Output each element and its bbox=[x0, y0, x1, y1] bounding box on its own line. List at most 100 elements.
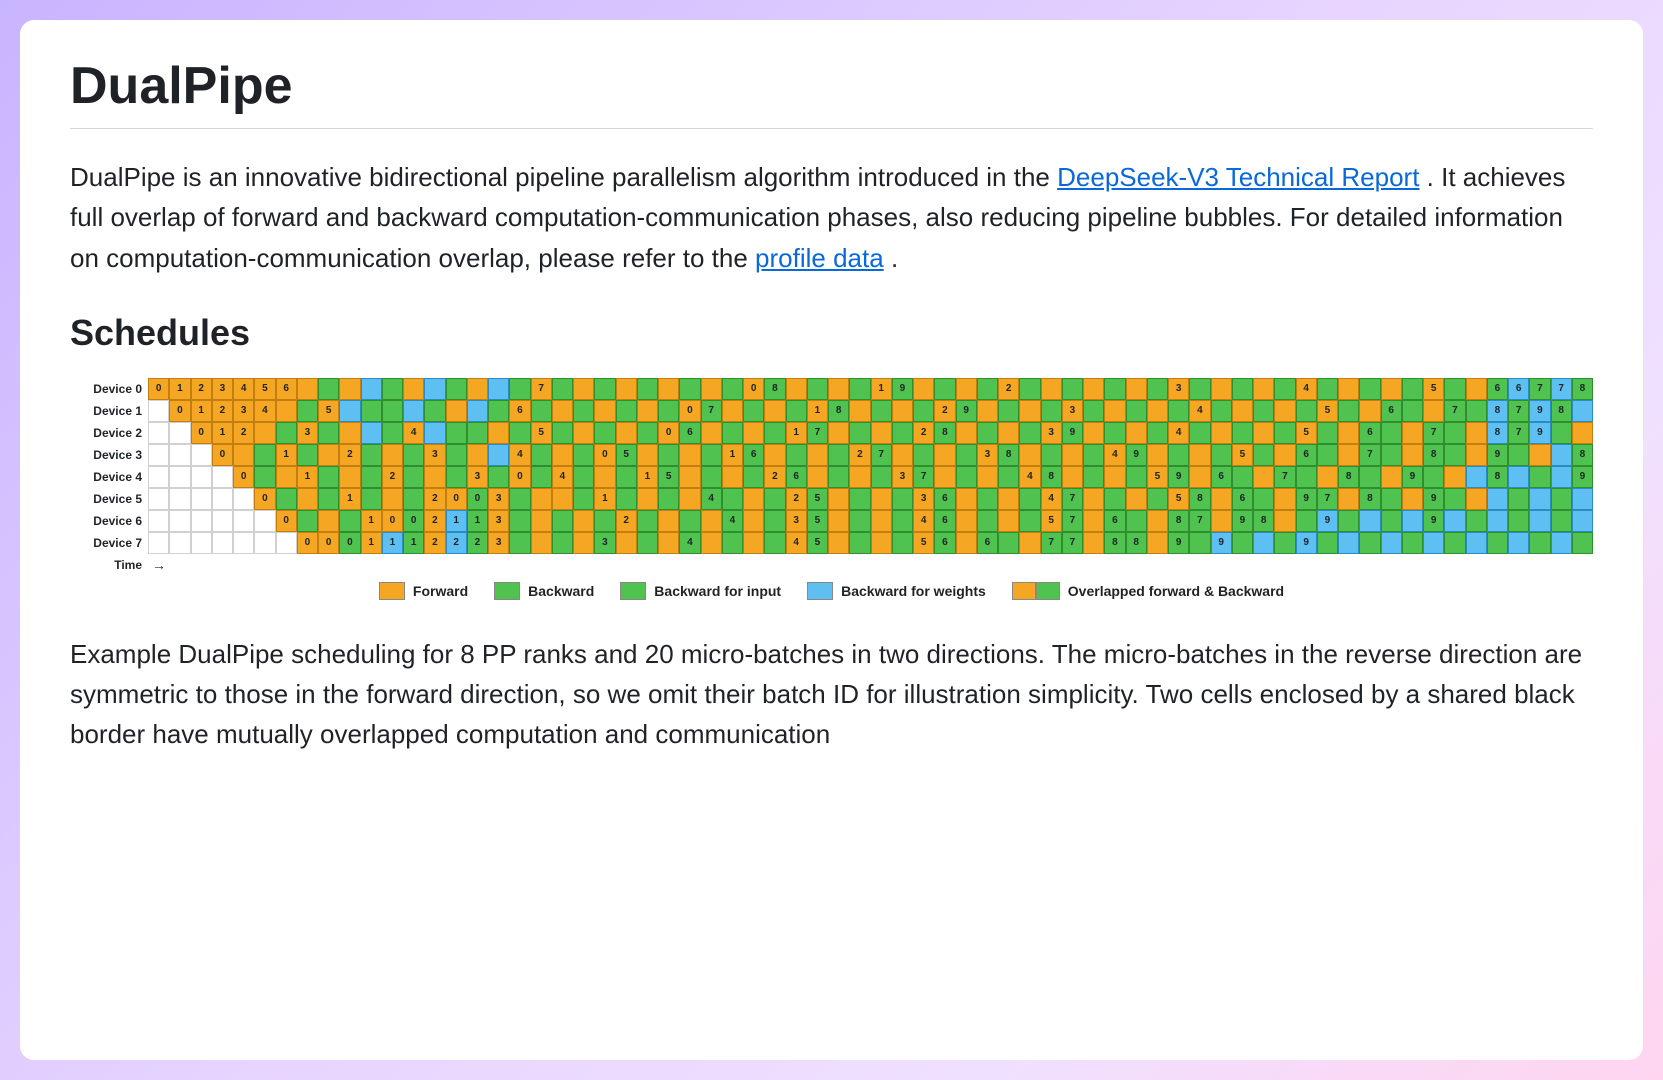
profile-data-link[interactable]: profile data bbox=[755, 243, 884, 273]
schedule-cell bbox=[446, 466, 467, 488]
device-cells: 012345061728394567879 bbox=[148, 422, 1593, 444]
schedule-cell bbox=[382, 400, 403, 422]
schedule-cell: 9 bbox=[956, 400, 977, 422]
schedule-cell: 7 bbox=[531, 378, 552, 400]
schedule-cell bbox=[467, 400, 488, 422]
schedule-cell bbox=[1104, 488, 1125, 510]
schedule-cell: 0 bbox=[467, 488, 488, 510]
schedule-cell: 9 bbox=[1126, 444, 1147, 466]
schedule-cell bbox=[934, 466, 955, 488]
schedule-cell bbox=[1019, 532, 1040, 554]
schedule-cell bbox=[1296, 510, 1317, 532]
schedule-cell: 9 bbox=[1062, 422, 1083, 444]
schedule-cell bbox=[254, 510, 275, 532]
schedule-cell bbox=[743, 488, 764, 510]
schedule-cell bbox=[913, 378, 934, 400]
schedule-cell bbox=[1253, 466, 1274, 488]
schedule-cell bbox=[828, 488, 849, 510]
schedule-cell bbox=[722, 466, 743, 488]
schedule-cell bbox=[1551, 422, 1572, 444]
schedule-cell: 9 bbox=[1423, 488, 1444, 510]
schedule-cell: 7 bbox=[701, 400, 722, 422]
schedule-cell bbox=[722, 532, 743, 554]
schedule-cell bbox=[552, 422, 573, 444]
schedule-cell: 6 bbox=[1487, 378, 1508, 400]
schedule-cell: 6 bbox=[1359, 422, 1380, 444]
schedule-cell bbox=[1232, 378, 1253, 400]
schedule-cell bbox=[1083, 532, 1104, 554]
schedule-cell bbox=[701, 378, 722, 400]
schedule-cell: 0 bbox=[382, 510, 403, 532]
legend-item: Backward for input bbox=[620, 582, 781, 600]
schedule-cell bbox=[594, 466, 615, 488]
schedule-cell bbox=[637, 444, 658, 466]
schedule-cell bbox=[276, 400, 297, 422]
schedule-cell bbox=[509, 532, 530, 554]
schedule-cell: 2 bbox=[424, 488, 445, 510]
schedule-cell: 3 bbox=[594, 532, 615, 554]
schedule-cell: 9 bbox=[1317, 510, 1338, 532]
schedule-cell bbox=[998, 400, 1019, 422]
schedule-cell: 6 bbox=[1508, 378, 1529, 400]
schedule-cell: 4 bbox=[509, 444, 530, 466]
schedule-cell: 8 bbox=[998, 444, 1019, 466]
schedule-cell bbox=[1232, 400, 1253, 422]
schedule-cell bbox=[573, 422, 594, 444]
schedule-cell: 5 bbox=[807, 532, 828, 554]
schedule-cell bbox=[1274, 422, 1295, 444]
schedule-cell bbox=[573, 532, 594, 554]
schedule-cell bbox=[424, 400, 445, 422]
schedule-cell bbox=[1572, 532, 1593, 554]
schedule-cell: 6 bbox=[1381, 400, 1402, 422]
schedule-cell bbox=[807, 466, 828, 488]
schedule-cell bbox=[1381, 422, 1402, 444]
schedule-cell bbox=[786, 378, 807, 400]
schedule-cell: 4 bbox=[701, 488, 722, 510]
schedule-cell bbox=[297, 444, 318, 466]
schedule-cell bbox=[1019, 378, 1040, 400]
schedule-cell bbox=[764, 510, 785, 532]
schedule-cell bbox=[1444, 510, 1465, 532]
schedule-cell: 7 bbox=[1062, 510, 1083, 532]
schedule-cell: 9 bbox=[1168, 466, 1189, 488]
schedule-chart: Device 0012345670819234566778Device 1012… bbox=[70, 378, 1593, 600]
schedule-cell: 6 bbox=[743, 444, 764, 466]
technical-report-link[interactable]: DeepSeek-V3 Technical Report bbox=[1057, 162, 1419, 192]
schedule-cell bbox=[1147, 488, 1168, 510]
schedule-cell bbox=[1147, 444, 1168, 466]
schedule-cell bbox=[233, 510, 254, 532]
schedule-cell bbox=[637, 532, 658, 554]
schedule-cell: 0 bbox=[318, 532, 339, 554]
schedule-cell bbox=[169, 422, 190, 444]
schedule-cell bbox=[1147, 532, 1168, 554]
device-label: Device 3 bbox=[70, 444, 148, 466]
schedule-cell bbox=[679, 466, 700, 488]
schedule-cell bbox=[1189, 466, 1210, 488]
schedule-cell bbox=[1296, 400, 1317, 422]
schedule-cell bbox=[743, 532, 764, 554]
schedule-cell bbox=[339, 400, 360, 422]
schedule-cell bbox=[1466, 378, 1487, 400]
schedule-cell bbox=[1402, 400, 1423, 422]
schedule-cell: 1 bbox=[807, 400, 828, 422]
schedule-cell bbox=[1083, 444, 1104, 466]
schedule-cell bbox=[1402, 532, 1423, 554]
schedule-cell: 8 bbox=[1551, 400, 1572, 422]
schedule-cell bbox=[1062, 466, 1083, 488]
schedule-cell bbox=[1147, 400, 1168, 422]
schedule-cell bbox=[276, 422, 297, 444]
schedule-cell bbox=[1126, 378, 1147, 400]
schedule-cell bbox=[977, 378, 998, 400]
schedule-cell bbox=[1359, 510, 1380, 532]
schedule-cell bbox=[956, 488, 977, 510]
schedule-cell bbox=[488, 378, 509, 400]
schedule-cell bbox=[1253, 444, 1274, 466]
schedule-cell bbox=[233, 444, 254, 466]
schedule-cell bbox=[637, 378, 658, 400]
schedule-cell bbox=[934, 378, 955, 400]
schedule-cell: 6 bbox=[1232, 488, 1253, 510]
schedule-cell bbox=[467, 378, 488, 400]
schedule-cell bbox=[403, 466, 424, 488]
schedule-cell bbox=[828, 422, 849, 444]
schedule-cell: 0 bbox=[191, 422, 212, 444]
